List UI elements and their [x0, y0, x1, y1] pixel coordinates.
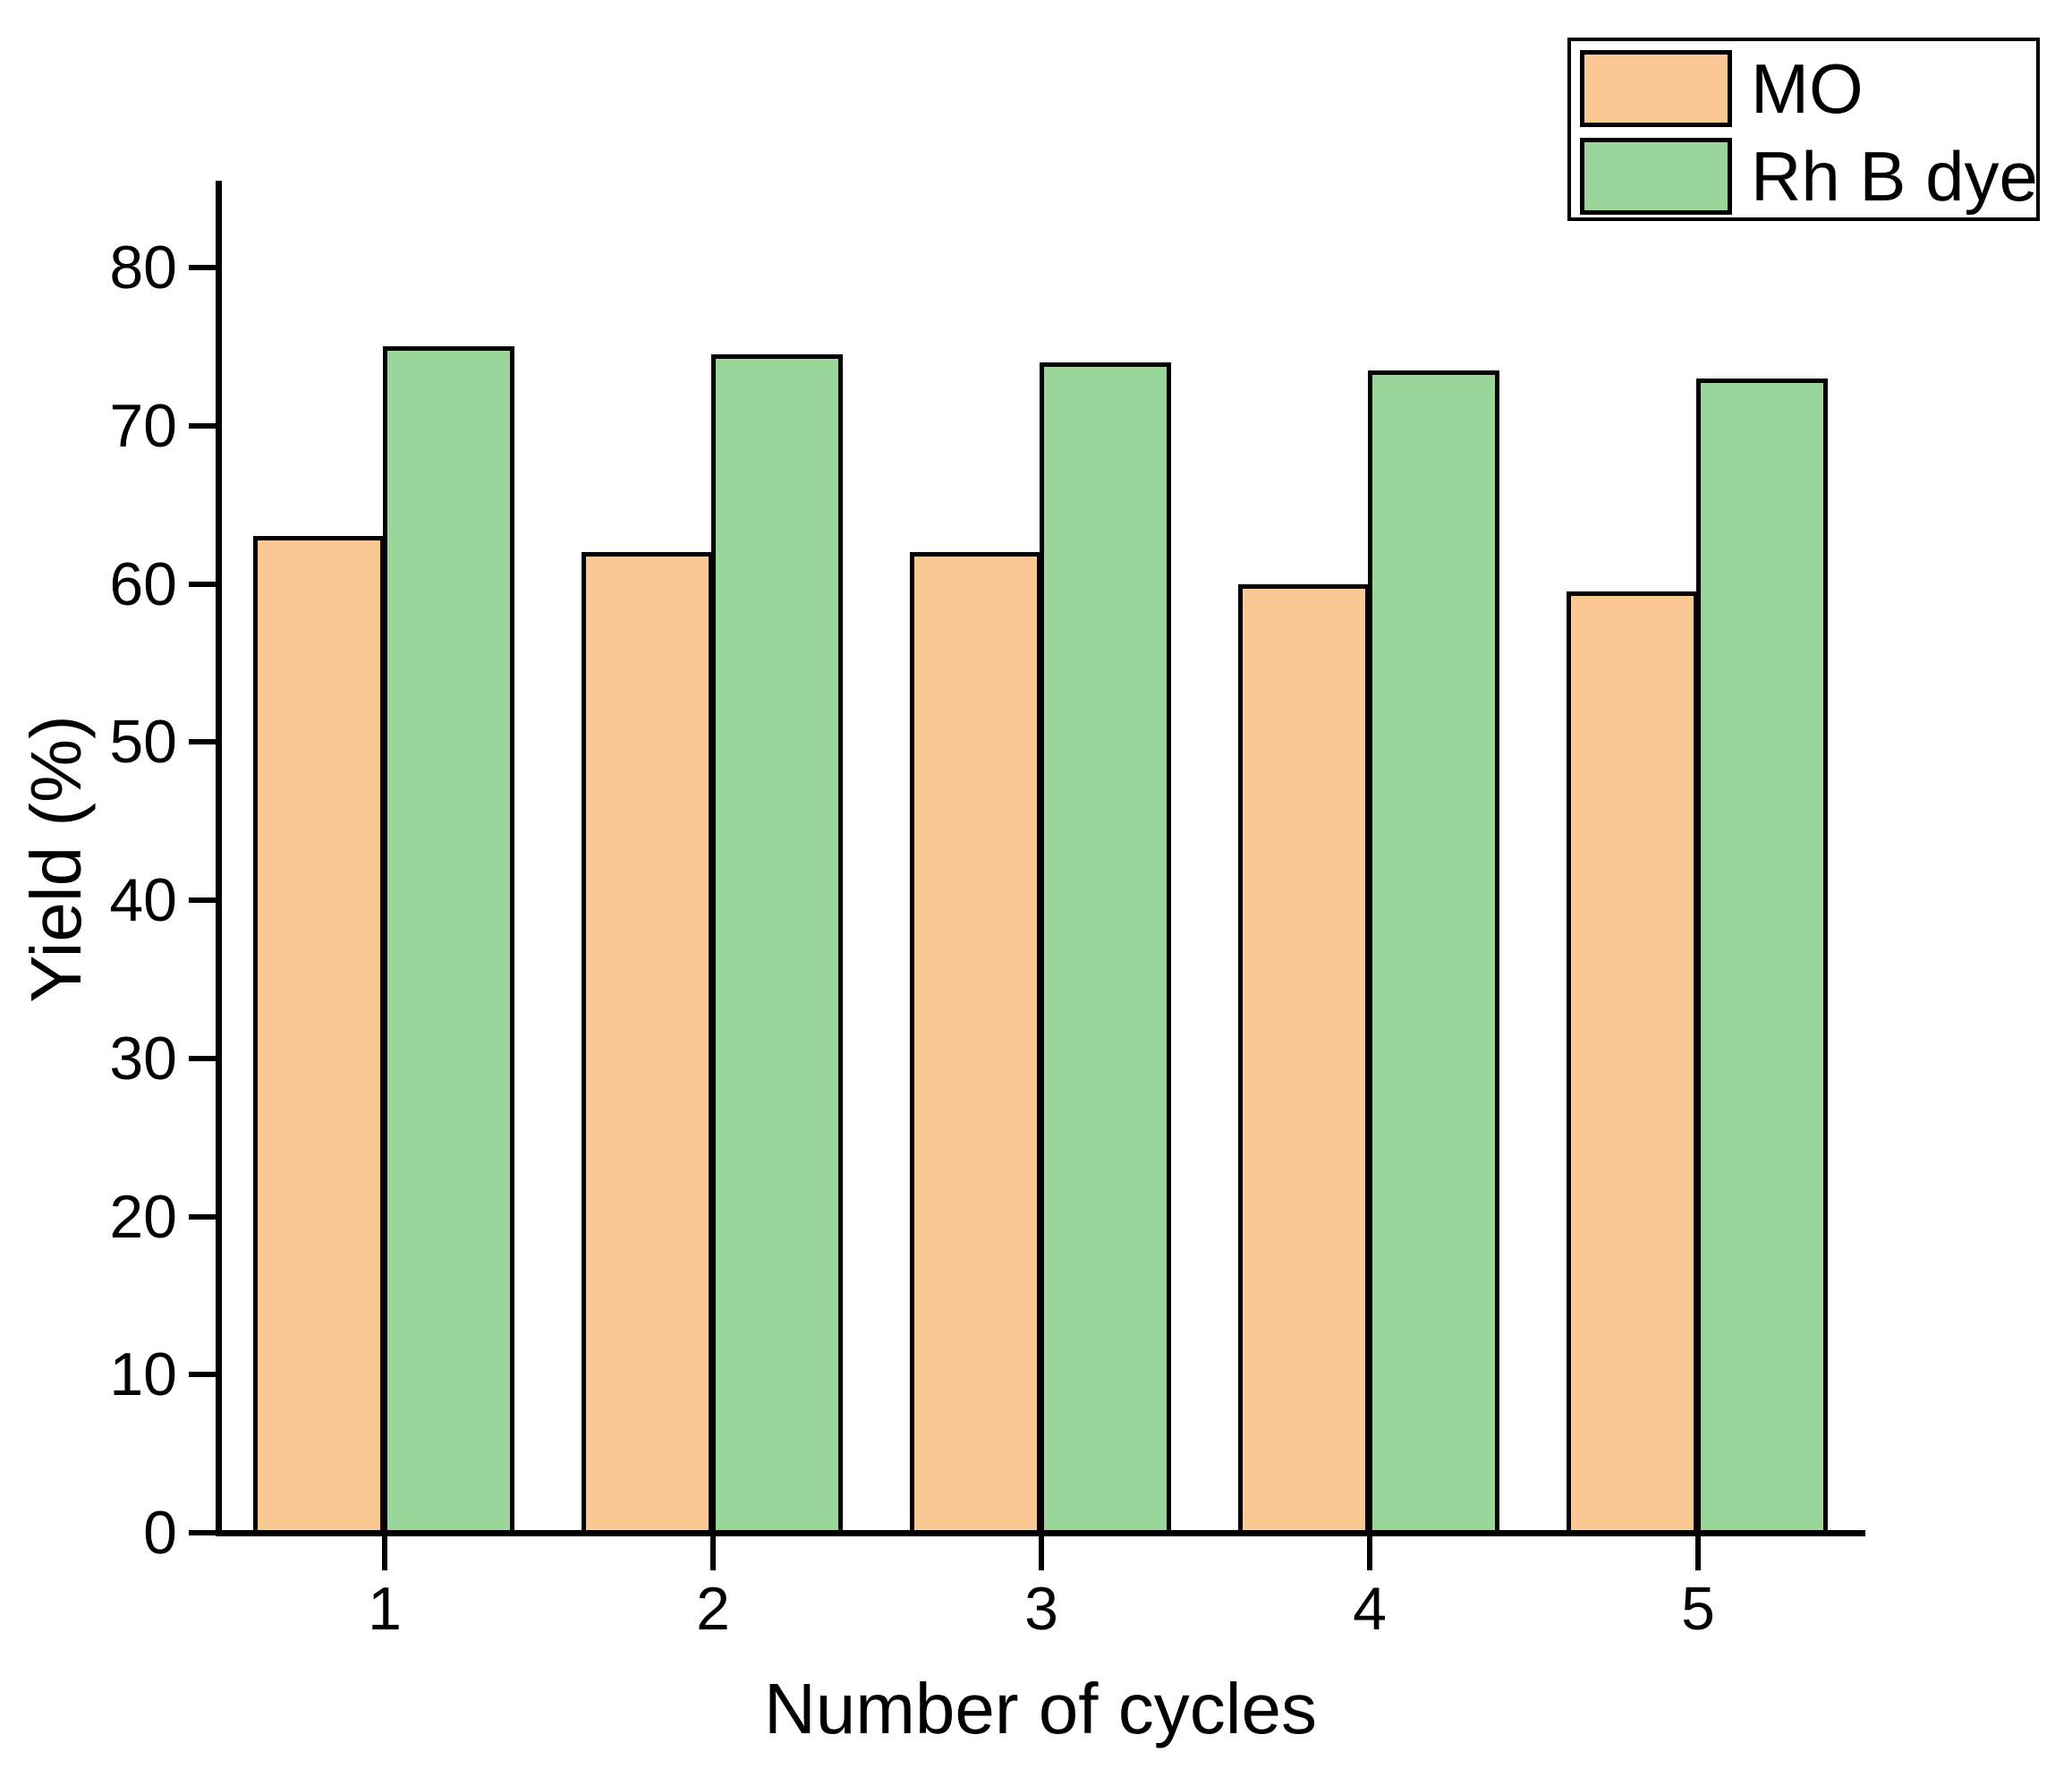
y-tick-label: 80: [109, 234, 177, 302]
x-tick-label: 1: [368, 1575, 402, 1643]
y-tick: [189, 1055, 216, 1061]
bar-mo-cycle-2: [582, 552, 713, 1536]
y-tick: [189, 897, 216, 903]
x-tick: [1695, 1536, 1701, 1570]
y-tick-label: 70: [109, 391, 177, 460]
y-axis-title: Yield (%): [16, 715, 96, 1003]
legend: MO Rh B dye: [1567, 38, 2040, 221]
x-tick-label: 2: [696, 1575, 730, 1643]
legend-label-rh-b-dye: Rh B dye: [1751, 137, 2038, 216]
bar-mo-cycle-4: [1238, 583, 1370, 1536]
x-tick: [382, 1536, 387, 1570]
y-tick-label: 20: [109, 1182, 177, 1251]
bar-rh-b-dye-cycle-1: [383, 346, 514, 1536]
y-tick-label: 50: [109, 708, 177, 777]
y-tick-label: 30: [109, 1024, 177, 1093]
x-tick-label: 5: [1681, 1575, 1715, 1643]
y-tick-label: 0: [143, 1499, 177, 1567]
bar-rh-b-dye-cycle-2: [711, 354, 843, 1536]
bar-mo-cycle-1: [253, 536, 385, 1536]
legend-label-mo: MO: [1751, 49, 1864, 128]
y-axis-line: [216, 181, 222, 1536]
y-tick: [189, 1213, 216, 1220]
y-tick-label: 10: [109, 1340, 177, 1409]
y-tick: [189, 581, 216, 587]
y-tick: [189, 739, 216, 745]
x-tick-label: 4: [1353, 1575, 1387, 1643]
legend-swatch-mo: [1580, 50, 1732, 127]
x-tick-label: 3: [1024, 1575, 1058, 1643]
x-tick: [710, 1536, 716, 1570]
bar-rh-b-dye-cycle-5: [1696, 378, 1828, 1536]
y-tick-label: 60: [109, 549, 177, 618]
y-tick: [189, 422, 216, 429]
y-tick: [189, 1372, 216, 1378]
x-tick: [1039, 1536, 1044, 1570]
bar-mo-cycle-3: [910, 552, 1041, 1536]
x-tick: [1367, 1536, 1372, 1570]
y-tick: [189, 265, 216, 270]
x-axis-line: [216, 1530, 1865, 1536]
bar-rh-b-dye-cycle-3: [1040, 362, 1171, 1536]
x-axis-title: Number of cycles: [764, 1669, 1317, 1748]
bar-rh-b-dye-cycle-4: [1368, 370, 1499, 1536]
bar-mo-cycle-5: [1567, 591, 1698, 1536]
y-tick-label: 40: [109, 866, 177, 934]
legend-swatch-rh-b-dye: [1580, 138, 1732, 215]
y-tick: [189, 1530, 216, 1535]
